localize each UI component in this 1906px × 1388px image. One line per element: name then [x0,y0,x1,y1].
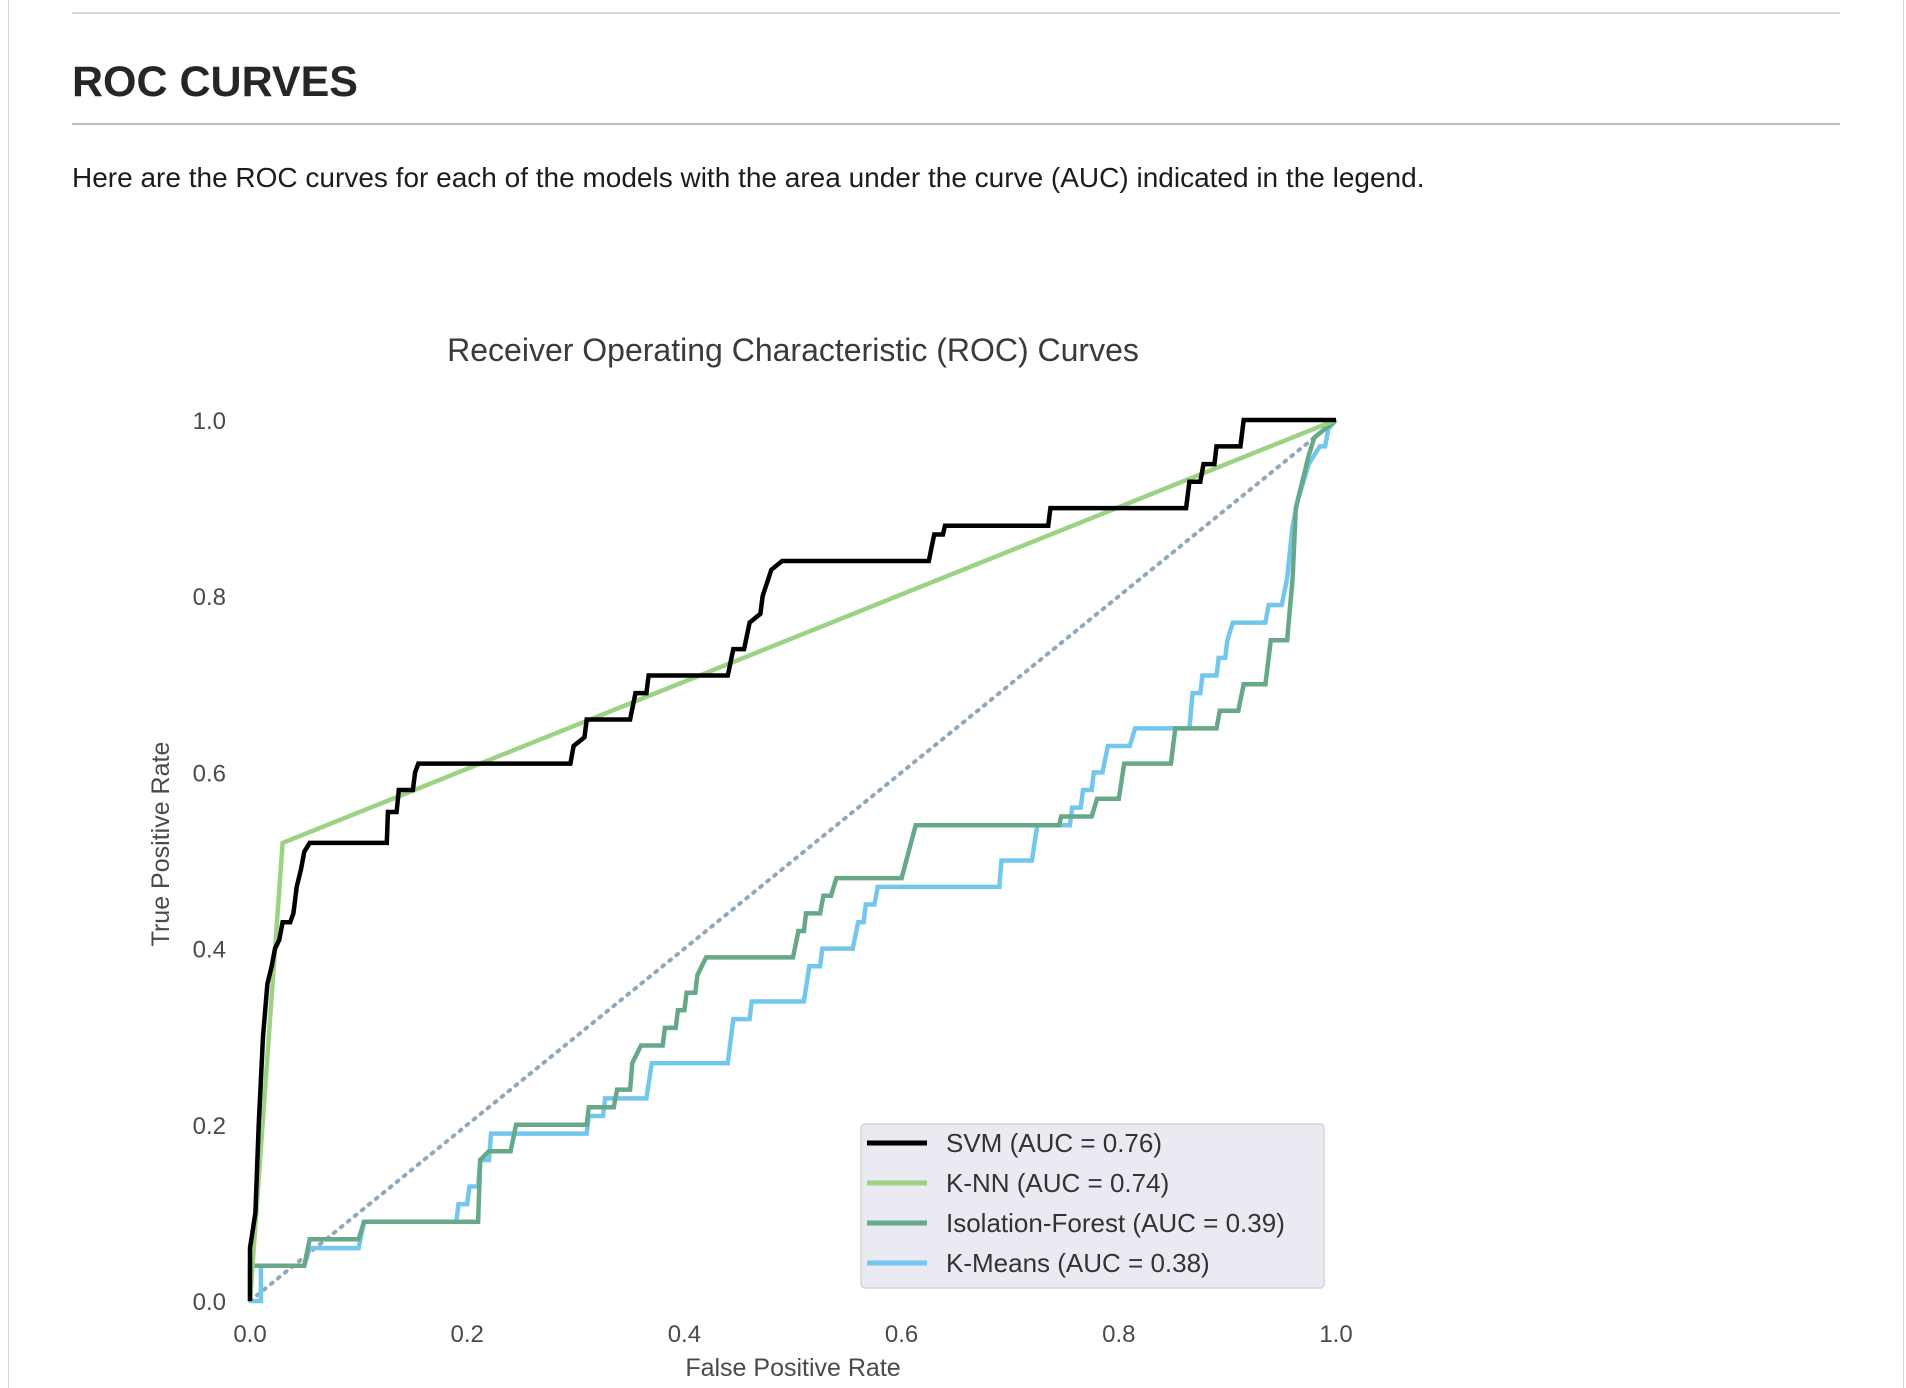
roc-line-k-means [250,418,1338,1304]
y-tick-label: 1.0 [193,408,226,435]
roc-line-k-nn [247,417,1337,1302]
y-tick-label: 0.0 [193,1289,226,1316]
roc-line-svm [247,417,1336,1301]
x-tick-label: 0.8 [1102,1321,1135,1348]
intro-paragraph: Here are the ROC curves for each of the … [72,162,1425,193]
y-tick-label: 0.2 [193,1113,226,1140]
x-tick-label: 0.4 [668,1321,701,1348]
legend-label: SVM (AUC = 0.76) [946,1128,1162,1158]
x-tick-label: 0.6 [885,1321,918,1348]
roc-series [247,417,1338,1304]
chance-baseline [248,418,1338,1303]
y-tick-label: 0.4 [193,937,226,964]
x-axis-label: False Positive Rate [685,1354,900,1382]
top-divider [72,12,1840,14]
x-tick-label: 0.2 [451,1321,484,1348]
y-axis-label: True Positive Rate [147,742,175,947]
roc-line-isolation-forest [247,418,1338,1301]
y-tick-label: 0.6 [193,760,226,787]
section-heading: ROC CURVES [72,58,358,106]
y-tick-label: 0.8 [193,584,226,611]
chart-title: Receiver Operating Characteristic (ROC) … [447,332,1139,368]
page-right-border [1903,0,1904,1388]
legend-label: K-Means (AUC = 0.38) [946,1248,1210,1278]
axis-ticks: 0.0 0.2 0.4 0.6 0.8 1.0 0.0 0.2 0.4 0.6 0.8 1.0 [193,408,1353,1348]
chart-legend: SVM (AUC = 0.76) K-NN (AUC = 0.74) Isolati… [860,1123,1325,1289]
x-tick-label: 1.0 [1319,1321,1352,1348]
x-tick-label: 0.0 [233,1321,266,1348]
heading-divider [72,123,1840,125]
page-left-border [8,0,9,1388]
legend-label: K-NN (AUC = 0.74) [946,1168,1169,1198]
legend-box [860,1123,1325,1289]
legend-label: Isolation-Forest (AUC = 0.39) [946,1208,1285,1238]
chance-baseline-line [248,418,1338,1303]
